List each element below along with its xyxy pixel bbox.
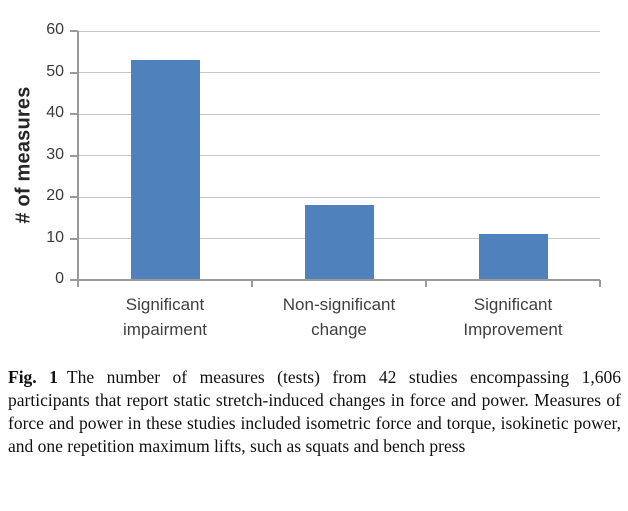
x-tick-mark-3: [599, 280, 601, 287]
gridline-y-60: [78, 30, 600, 32]
bar-2: [304, 205, 374, 280]
figure-caption: Fig. 1 The number of measures (tests) fro…: [8, 366, 621, 458]
y-tick-label-50: 50: [46, 62, 64, 80]
y-tick-mark-40: [70, 113, 78, 115]
x-category-label-1: Significant impairment: [122, 295, 208, 339]
gridline-y-30: [78, 155, 600, 156]
plot-area: 0 10 20 30 40 50 60 Significant impairment Non-s…: [46, 21, 601, 339]
x-category-label-2: Non-significant change: [282, 295, 396, 339]
y-tick-label-40: 40: [46, 104, 64, 121]
y-tick-label-20: 20: [46, 187, 64, 204]
y-tick-label-30: 30: [46, 145, 64, 163]
x-tick-mark-2: [425, 280, 427, 287]
y-tick-label-10: 10: [46, 228, 64, 246]
y-tick-mark-10: [70, 237, 78, 240]
y-tick-mark-0: [70, 279, 78, 281]
gridline-y-20: [78, 196, 600, 198]
y-tick-label-0: 0: [55, 270, 64, 287]
bar-1: [130, 60, 200, 280]
figure-caption-text: The number of measures (tests) from 42 s…: [8, 367, 621, 456]
bar-3: [478, 234, 548, 280]
y-tick-mark-50: [70, 71, 78, 74]
y-tick-mark-30: [70, 154, 78, 157]
x-axis-line: [78, 279, 600, 281]
y-tick-mark-20: [70, 196, 78, 198]
figure-caption-label: Fig. 1: [8, 367, 58, 387]
x-tick-mark-0: [77, 280, 79, 287]
y-tick-label-60: 60: [46, 21, 64, 38]
x-category-label-3: Significant Improvement: [463, 295, 563, 339]
bar-chart: # of measures 0 10 20 30 40 50 60 Significant i…: [13, 21, 601, 339]
y-axis-line: [77, 31, 79, 281]
x-tick-mark-1: [251, 280, 253, 287]
y-tick-mark-60: [70, 30, 78, 32]
gridline-y-50: [78, 72, 600, 73]
gridline-y-40: [78, 113, 600, 115]
